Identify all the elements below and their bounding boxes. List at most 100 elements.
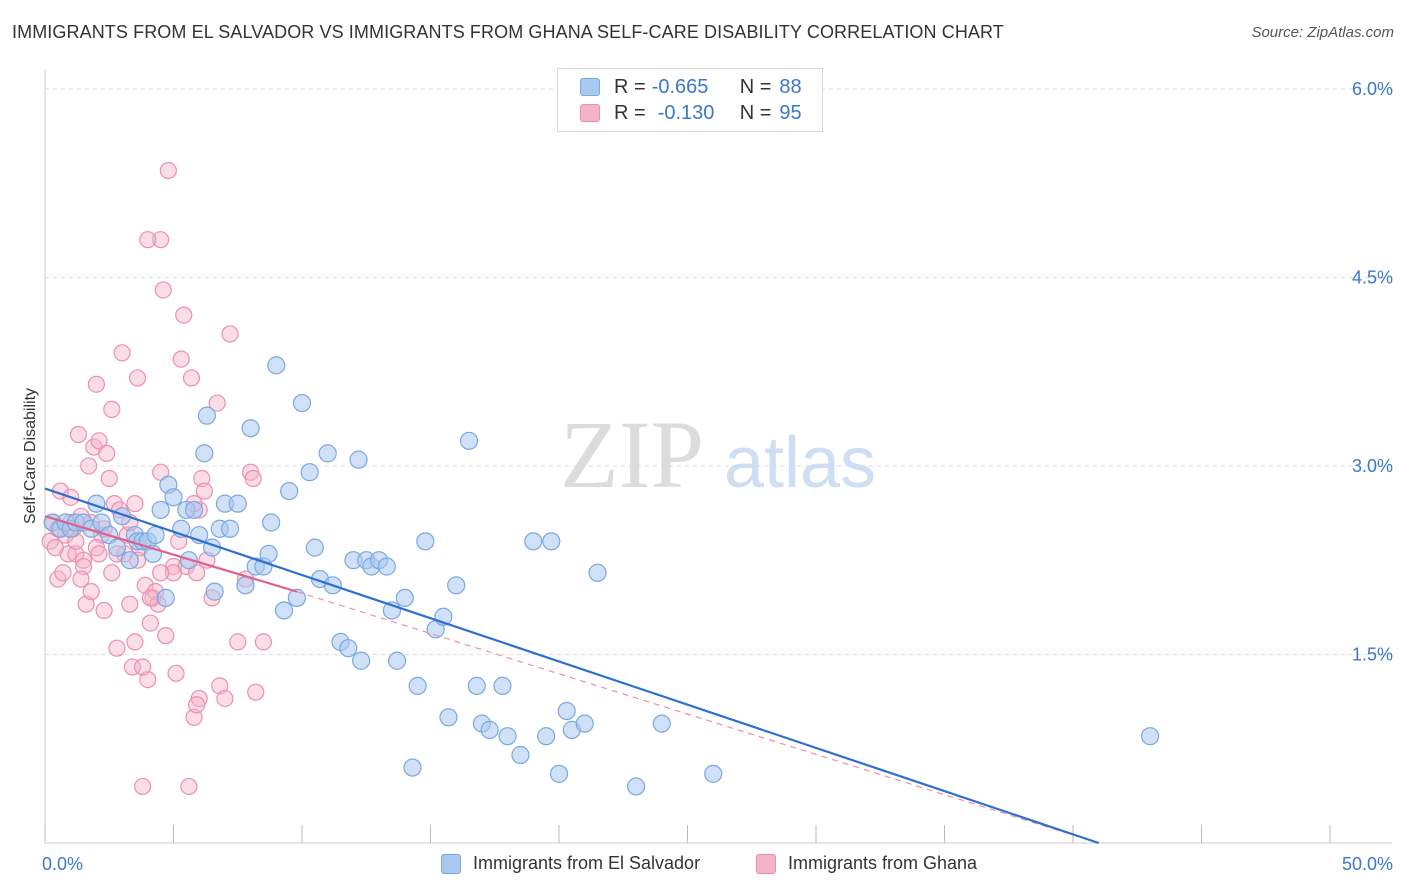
salvador-point-87 (652, 714, 671, 733)
ghana-point-19 (90, 432, 108, 450)
y-tick-label-2: 4.5% (1352, 267, 1393, 287)
salvador-point-74 (480, 720, 499, 739)
ghana-point-31 (121, 595, 139, 613)
ghana-point-5 (54, 564, 72, 582)
salvador-point-80 (542, 532, 561, 551)
ghana-point-38 (139, 671, 157, 689)
ghana-point-18 (87, 375, 106, 393)
salvador-point-71 (459, 431, 479, 450)
ghana-point-15 (80, 457, 98, 475)
series-ghana-points (41, 161, 273, 796)
watermark-atlas: atlas (724, 423, 876, 503)
bottom-legend-ghana: Immigrants from Ghana (756, 853, 977, 874)
ghana-point-86 (152, 564, 170, 582)
bottom-legend-salvador: Immigrants from El Salvador (441, 853, 700, 874)
ghana-point-39 (141, 614, 159, 632)
salvador-point-19 (151, 500, 170, 520)
y-tick-label-3: 6.0% (1352, 79, 1393, 99)
salvador-point-81 (549, 764, 569, 783)
series-salvador-points (43, 356, 1160, 796)
salvador-point-48 (305, 538, 324, 557)
salvador-point-84 (575, 714, 594, 733)
ghana-point-37 (136, 576, 154, 594)
ghana-point-80 (141, 589, 159, 607)
ghana-point-92 (72, 570, 90, 588)
ghana-point-55 (185, 708, 203, 726)
salvador-point-78 (524, 532, 543, 551)
ghana-point-54 (182, 369, 201, 387)
salvador-point-26 (184, 500, 204, 520)
salvador-point-35 (228, 494, 247, 513)
salvador-point-76 (498, 727, 517, 746)
ghana-point-13 (74, 551, 93, 569)
salvador-point-47 (300, 463, 319, 482)
salvador-point-40 (259, 544, 278, 564)
ghana-point-62 (211, 677, 229, 695)
salvador-point-88 (704, 764, 723, 783)
legend-row-ghana: R = -0.130 N = 95 (580, 101, 802, 125)
bottom-legend-label-ghana: Immigrants from Ghana (788, 853, 978, 873)
legend: R = -0.665 N = 88 R = -0.130 N = 95 (557, 68, 823, 132)
watermark-zip: ZIP (560, 401, 704, 508)
salvador-point-72 (467, 676, 486, 695)
ghana-point-69 (254, 633, 273, 651)
x-tick-label-1: 50.0% (1342, 854, 1393, 874)
legend-r-label: R = (614, 75, 646, 98)
salvador-point-66 (416, 532, 435, 551)
ghana-point-22 (98, 444, 116, 462)
axes (44, 70, 1392, 844)
salvador-point-65 (408, 676, 427, 695)
salvador-point-22 (164, 488, 183, 507)
salvador-point-56 (352, 651, 371, 670)
ghana-point-70 (152, 231, 170, 249)
bottom-legend-label-salvador: Immigrants from El Salvador (473, 853, 701, 873)
chart-title: IMMIGRANTS FROM EL SALVADOR VS IMMIGRANT… (12, 22, 1004, 42)
salvador-point-34 (220, 519, 240, 538)
legend-swatch-salvador (580, 78, 600, 96)
legend-n-label: N = (739, 101, 772, 124)
ghana-point-33 (126, 633, 144, 651)
salvador-point-20 (156, 588, 175, 608)
ghana-point-61 (208, 394, 226, 412)
ghana-point-64 (221, 325, 239, 343)
salvador-point-28 (195, 444, 214, 463)
ghana-point-23 (100, 469, 118, 488)
legend-r-label: R = (614, 101, 646, 124)
ghana-point-72 (74, 557, 93, 576)
ghana-point-21 (95, 601, 113, 620)
ghana-point-26 (108, 639, 126, 657)
salvador-point-53 (339, 639, 358, 658)
ghana-point-68 (247, 683, 265, 701)
ghana-point-44 (154, 281, 172, 299)
salvador-point-82 (557, 701, 576, 721)
ghana-point-71 (139, 231, 157, 249)
legend-r-value-salvador: -0.665 (651, 75, 709, 98)
ghana-point-51 (175, 306, 193, 324)
ghana-point-14 (77, 595, 95, 613)
ghana-trend-line (44, 515, 298, 593)
ghana-point-16 (82, 583, 100, 601)
ghana-point-81 (126, 495, 144, 513)
ghana-point-11 (69, 425, 88, 444)
salvador-point-79 (537, 727, 556, 746)
salvador-point-31 (205, 582, 224, 601)
salvador-point-44 (280, 481, 299, 501)
legend-n-value-ghana: 95 (779, 101, 802, 124)
salvador-point-77 (511, 745, 530, 765)
x-tick-label-0: 0.0% (42, 854, 83, 874)
salvador-point-36 (236, 576, 255, 595)
salvador-point-42 (267, 356, 286, 375)
bottom-legend-swatch-ghana (756, 853, 776, 874)
legend-row-salvador: R = -0.665 N = 88 (580, 75, 802, 99)
ghana-point-24 (103, 400, 121, 418)
ghana-point-46 (159, 161, 177, 180)
salvador-point-37 (241, 419, 260, 438)
ghana-trend-extension (296, 591, 1099, 844)
ghana-point-94 (188, 696, 206, 714)
ghana-point-53 (180, 777, 198, 796)
legend-swatch-ghana (580, 104, 600, 122)
salvador-point-89 (1140, 727, 1160, 746)
y-axis-label: Self-Care Disability (22, 388, 39, 524)
salvador-point-62 (387, 651, 407, 670)
ghana-point-34 (128, 369, 147, 387)
